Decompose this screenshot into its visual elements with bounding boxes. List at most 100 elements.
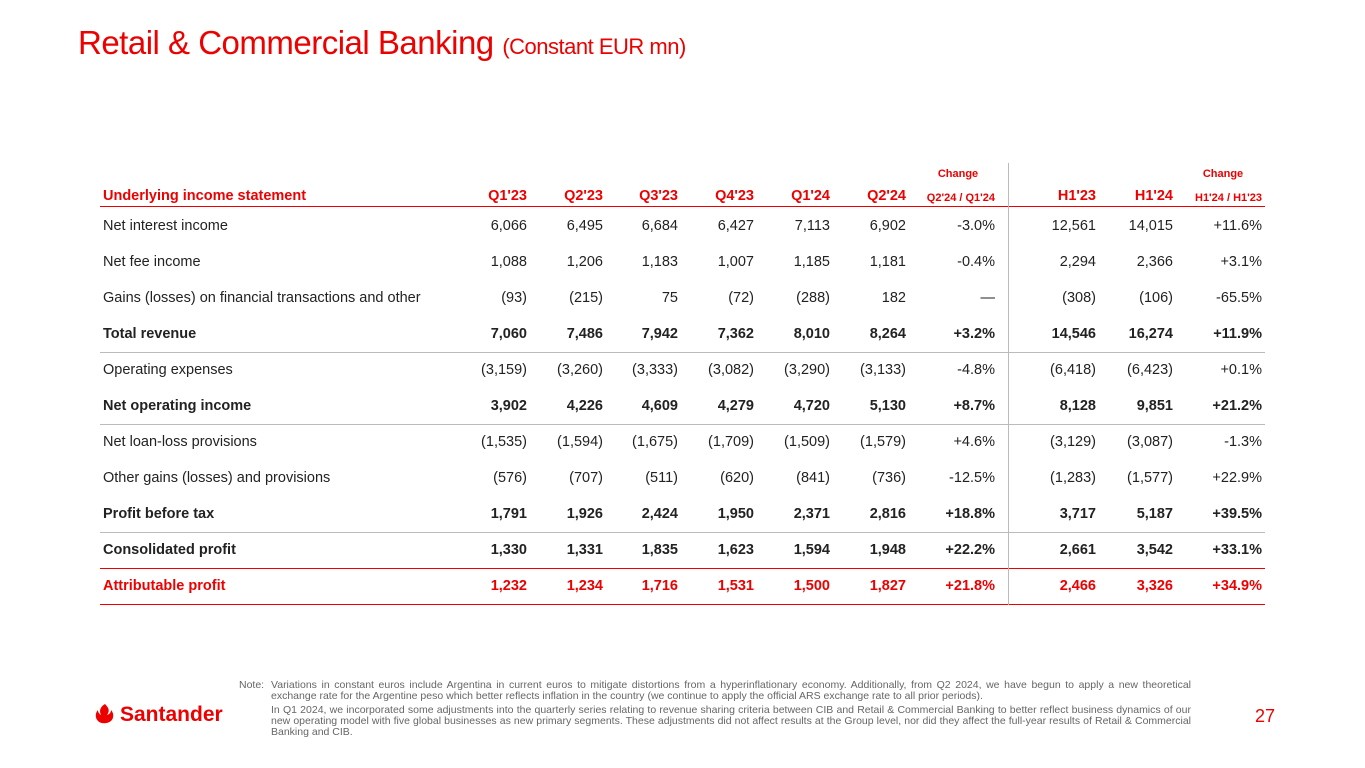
cell-value: 4,226	[566, 398, 603, 414]
logo-text: Santander	[120, 703, 223, 726]
cell-value: +4.6%	[953, 434, 995, 450]
cell-value: 6,495	[566, 218, 603, 234]
cell-value: 12,561	[1051, 218, 1096, 234]
cell-value: 3,542	[1136, 542, 1173, 558]
cell-value: +3.2%	[953, 326, 995, 342]
cell-value: 2,816	[869, 506, 906, 522]
cell-value: (3,129)	[1050, 434, 1096, 450]
cell-value: (308)	[1062, 290, 1096, 306]
change-label: Change	[1202, 168, 1244, 180]
row-label: Net interest income	[103, 218, 228, 234]
cell-value: 75	[661, 290, 678, 306]
cell-value: (3,082)	[708, 362, 754, 378]
column-header: Q2'24 / Q1'24	[926, 192, 995, 204]
row-rule	[100, 352, 1265, 353]
column-header: Q2'24	[867, 188, 906, 204]
cell-value: (3,260)	[557, 362, 603, 378]
cell-value: (1,594)	[557, 434, 603, 450]
cell-value: 5,130	[869, 398, 906, 414]
cell-value: 8,128	[1059, 398, 1096, 414]
cell-value: 3,902	[490, 398, 527, 414]
column-header: Q2'23	[564, 188, 603, 204]
cell-value: (6,423)	[1127, 362, 1173, 378]
cell-value: (3,087)	[1127, 434, 1173, 450]
note-label: Note:	[239, 679, 265, 691]
note-text: In Q1 2024, we incorporated some adjustm…	[271, 704, 1191, 738]
cell-value: 14,546	[1051, 326, 1096, 342]
note-text: Variations in constant euros include Arg…	[271, 679, 1191, 702]
cell-value: 7,486	[566, 326, 603, 342]
page-number: 27	[1255, 706, 1276, 726]
cell-value: +11.6%	[1213, 218, 1262, 234]
cell-value: 1,185	[793, 254, 830, 270]
cell-value: (3,133)	[860, 362, 906, 378]
column-header: H1'24 / H1'23	[1195, 192, 1262, 204]
cell-value: (215)	[569, 290, 603, 306]
cell-value: 1,331	[566, 542, 603, 558]
cell-value: 4,720	[793, 398, 830, 414]
title-main: Retail & Commercial Banking	[78, 24, 494, 61]
cell-value: +33.1%	[1212, 542, 1262, 558]
logo-icon	[95, 704, 114, 724]
cell-value: (1,577)	[1127, 470, 1173, 486]
cell-value: -4.8%	[957, 362, 995, 378]
column-header: Q1'23	[488, 188, 527, 204]
cell-value: 9,851	[1136, 398, 1173, 414]
cell-value: (1,283)	[1050, 470, 1096, 486]
cell-value: 1,088	[490, 254, 527, 270]
column-header: H1'24	[1134, 188, 1173, 204]
row-label: Consolidated profit	[103, 542, 236, 558]
cell-value: 1,716	[641, 578, 678, 594]
cell-value: (576)	[493, 470, 527, 486]
cell-value: (72)	[728, 290, 754, 306]
cell-value: -3.0%	[957, 218, 995, 234]
cell-value: 4,609	[641, 398, 678, 414]
row-label: Profit before tax	[103, 506, 215, 522]
cell-value: 1,206	[566, 254, 603, 270]
cell-value: —	[980, 290, 996, 306]
cell-value: 1,950	[717, 506, 754, 522]
cell-value: (1,675)	[632, 434, 678, 450]
cell-value: 6,427	[717, 218, 754, 234]
column-header: Q4'23	[715, 188, 754, 204]
cell-value: 6,066	[490, 218, 527, 234]
row-label: Operating expenses	[103, 362, 233, 378]
logo: Santander	[94, 703, 223, 727]
cell-value: -65.5%	[1216, 290, 1262, 306]
column-header: H1'23	[1057, 188, 1096, 204]
cell-value: 8,010	[793, 326, 830, 342]
row-label: Net operating income	[103, 398, 252, 414]
cell-value: 7,942	[641, 326, 678, 342]
cell-value: 2,466	[1059, 578, 1096, 594]
cell-value: 7,113	[794, 218, 830, 234]
cell-value: 1,330	[490, 542, 527, 558]
cell-value: 6,684	[641, 218, 678, 234]
column-header: Q3'23	[639, 188, 678, 204]
cell-value: 1,234	[566, 578, 603, 594]
cell-value: 1,827	[869, 578, 906, 594]
cell-value: (511)	[645, 470, 678, 486]
cell-value: +34.9%	[1212, 578, 1262, 594]
row-label: Net loan-loss provisions	[103, 434, 257, 450]
cell-value: +3.1%	[1220, 254, 1262, 270]
cell-value: (1,509)	[784, 434, 830, 450]
cell-value: 3,326	[1136, 578, 1173, 594]
cell-value: 1,948	[869, 542, 906, 558]
cell-value: 2,424	[641, 506, 678, 522]
cell-value: 1,531	[717, 578, 754, 594]
cell-value: (707)	[569, 470, 603, 486]
row-rule	[100, 568, 1265, 569]
cell-value: 16,274	[1128, 326, 1173, 342]
cell-value: 1,232	[490, 578, 527, 594]
cell-value: 5,187	[1136, 506, 1173, 522]
cell-value: (1,709)	[708, 434, 754, 450]
cell-value: -12.5%	[949, 470, 995, 486]
cell-value: -0.4%	[957, 254, 995, 270]
row-label: Other gains (losses) and provisions	[103, 470, 331, 486]
cell-value: 3,717	[1059, 506, 1096, 522]
cell-value: 2,366	[1136, 254, 1173, 270]
cell-value: 1,623	[717, 542, 754, 558]
row-label: Attributable profit	[103, 578, 226, 594]
cell-value: 8,264	[869, 326, 906, 342]
